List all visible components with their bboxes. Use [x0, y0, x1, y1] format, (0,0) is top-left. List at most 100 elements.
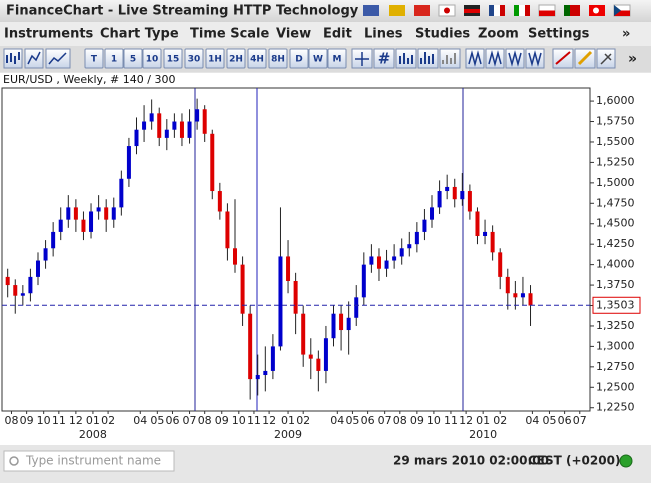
candle-body — [346, 317, 351, 331]
svg-text:#: # — [378, 50, 391, 68]
menu-item[interactable]: Lines — [364, 27, 403, 42]
timescale-button[interactable] — [104, 48, 124, 69]
x-tick-label: 02 — [493, 414, 507, 427]
x-tick-label: 11 — [52, 414, 66, 427]
menu-item[interactable]: Settings — [528, 27, 590, 42]
candle-body — [233, 248, 238, 265]
timescale-button[interactable] — [247, 48, 267, 69]
timescale-label[interactable]: 4H — [250, 55, 264, 65]
y-tick-label: 1,3750 — [596, 278, 635, 291]
candle-body — [369, 256, 374, 265]
candle-body — [399, 248, 404, 257]
timescale-label[interactable]: 1 — [111, 55, 117, 65]
timescale-button[interactable] — [205, 48, 225, 69]
x-tick-label: 01 — [281, 414, 295, 427]
y-tick-label: 1,6000 — [596, 94, 635, 107]
timescale-button[interactable] — [289, 48, 309, 69]
candle-body — [354, 297, 359, 318]
x-tick-label: 10 — [37, 414, 51, 427]
timescale-button[interactable] — [163, 48, 183, 69]
chart-type-icons[interactable] — [3, 48, 71, 69]
candle-body — [452, 186, 457, 200]
x-tick-label: 04 — [133, 414, 147, 427]
y-tick-label: 1,5750 — [596, 115, 635, 128]
x-tick-label: 06 — [165, 414, 179, 427]
drawing-tools[interactable]: # » — [351, 48, 637, 69]
timescale-button[interactable] — [226, 48, 246, 69]
status-datetime: 29 mars 2010 02:00:00 — [393, 454, 549, 468]
search-icon — [9, 456, 19, 466]
x-tick-label: 06 — [558, 414, 572, 427]
y-tick-label: 1,4750 — [596, 196, 635, 209]
x-tick-label: 07 — [573, 414, 587, 427]
x-tick-label: 01 — [86, 414, 100, 427]
candle-body — [51, 231, 56, 249]
candle-body — [217, 191, 222, 212]
timescale-button[interactable] — [84, 48, 104, 69]
menu-item[interactable]: » — [622, 27, 630, 42]
candle-body — [111, 207, 116, 220]
timescale-label[interactable]: 5 — [130, 55, 136, 65]
timescale-button[interactable] — [184, 48, 204, 69]
connection-indicator — [619, 454, 633, 468]
timescale-label[interactable]: M — [333, 55, 342, 65]
candle-body — [5, 276, 10, 286]
plot-area — [1, 87, 591, 412]
timescale-button[interactable] — [268, 48, 288, 69]
y-tick-label: 1,2250 — [596, 401, 635, 414]
menu-item[interactable]: Time Scale — [190, 27, 270, 42]
candle-body — [331, 313, 336, 339]
candle-body — [407, 244, 412, 249]
search-placeholder[interactable]: Type instrument name — [25, 454, 161, 468]
candle-body — [513, 293, 518, 298]
timescale-label[interactable]: 15 — [167, 55, 180, 65]
menu-item[interactable]: Instruments — [4, 27, 94, 42]
candle-body — [414, 231, 419, 245]
timescale-label[interactable]: W — [313, 55, 323, 65]
timescale-button[interactable] — [327, 48, 347, 69]
y-tick-label: 1,2750 — [596, 360, 635, 373]
candle-body — [73, 207, 78, 220]
x-tick-label: 08 — [393, 414, 407, 427]
timescale-label[interactable]: D — [295, 55, 302, 65]
instrument-search[interactable] — [3, 450, 175, 472]
x-tick-label: 10 — [232, 414, 246, 427]
y-tick-label: 1,3000 — [596, 339, 635, 352]
candle-body — [286, 256, 291, 281]
menu-item[interactable]: Zoom — [478, 27, 519, 42]
candle-body — [187, 121, 192, 138]
timescale-label[interactable]: 2H — [229, 55, 243, 65]
menu-item[interactable]: Studies — [415, 27, 470, 42]
menu-item[interactable]: Chart Type — [100, 27, 179, 42]
x-tick-label: 08 — [4, 414, 18, 427]
timescale-label[interactable]: 1H — [208, 55, 222, 65]
candle-body — [278, 256, 283, 347]
y-tick-label: 1,5500 — [596, 135, 635, 148]
x-tick-label: 04 — [525, 414, 539, 427]
candle-body — [270, 346, 275, 371]
x-tick-label: 02 — [296, 414, 310, 427]
title-bar — [0, 0, 651, 22]
year-label: 2009 — [274, 428, 302, 441]
timescale-button[interactable] — [142, 48, 162, 69]
y-tick-label: 1,5250 — [596, 155, 635, 168]
menu-item[interactable]: View — [276, 27, 311, 42]
candle-body — [134, 129, 139, 147]
timescale-label[interactable]: T — [91, 55, 98, 65]
candle-body — [339, 313, 344, 331]
language-flags[interactable] — [363, 4, 631, 17]
candle-body — [520, 293, 525, 298]
timescale-label[interactable]: 8H — [271, 55, 285, 65]
candle-body — [240, 264, 245, 314]
y-tick-label: 1,5000 — [596, 176, 635, 189]
x-tick-label: 01 — [476, 414, 490, 427]
timescale-button[interactable] — [123, 48, 143, 69]
x-tick-label: 07 — [183, 414, 197, 427]
timescale-button[interactable] — [308, 48, 328, 69]
timescale-label[interactable]: 10 — [146, 55, 159, 65]
menu-item[interactable]: Edit — [323, 27, 352, 42]
candle-body — [157, 113, 162, 138]
timescale-label[interactable]: 30 — [188, 55, 201, 65]
candle-body — [13, 285, 18, 296]
